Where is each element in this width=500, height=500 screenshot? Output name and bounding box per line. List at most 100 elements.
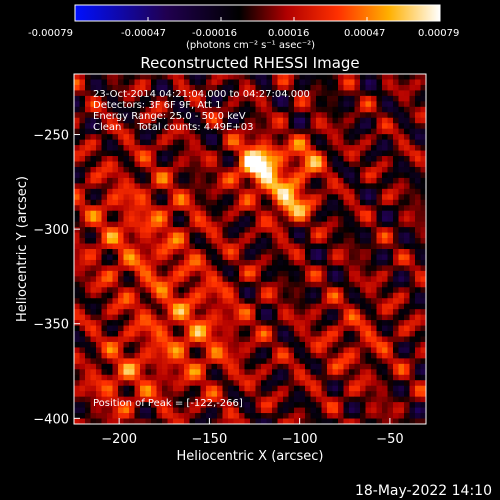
heatmap-cell (101, 210, 108, 217)
heatmap-cell (327, 380, 333, 387)
heatmap-cell (277, 396, 284, 403)
heatmap-cell (266, 216, 273, 223)
heatmap-cell (393, 331, 399, 337)
heatmap-cell (305, 374, 311, 381)
heatmap-cell (261, 347, 267, 354)
heatmap-cell (409, 150, 416, 157)
heatmap-cell (96, 238, 102, 244)
heatmap-cell (266, 95, 273, 102)
heatmap-cell (382, 385, 388, 392)
heatmap-cell (382, 79, 388, 86)
heatmap-cell (305, 298, 311, 305)
heatmap-cell (343, 117, 350, 124)
heatmap-cell (107, 298, 113, 305)
heatmap-cell (338, 358, 344, 365)
heatmap-cell (349, 309, 355, 316)
heatmap-cell (316, 385, 322, 392)
heatmap-cell (277, 369, 284, 376)
heatmap-cell (354, 402, 361, 408)
heatmap-cell (118, 309, 124, 316)
heatmap-cell (151, 243, 157, 250)
heatmap-cell (272, 238, 278, 244)
heatmap-cell (85, 374, 91, 381)
heatmap-cell (294, 106, 300, 113)
heatmap-cell (420, 188, 427, 195)
heatmap-cell (96, 385, 102, 392)
heatmap-cell (288, 292, 295, 299)
heatmap-cell (74, 413, 80, 419)
heatmap-cell (316, 150, 322, 157)
heatmap-cell (365, 134, 372, 141)
heatmap-cell (206, 254, 212, 261)
heatmap-cell (349, 139, 355, 146)
heatmap-cell (140, 396, 146, 403)
heatmap-cell (398, 139, 405, 146)
heatmap-cell (134, 254, 141, 261)
heatmap-cell (261, 243, 267, 250)
heatmap-cell (140, 84, 146, 91)
heatmap-cell (272, 418, 278, 425)
heatmap-cell (321, 418, 328, 425)
heatmap-cell (393, 150, 399, 157)
heatmap-cell (173, 134, 179, 141)
heatmap-cell (96, 128, 102, 135)
heatmap-cell (387, 128, 394, 135)
heatmap-cell (228, 259, 234, 266)
heatmap-cell (288, 232, 295, 239)
heatmap-cell (112, 320, 119, 326)
heatmap-cell (382, 101, 388, 108)
heatmap-cell (90, 74, 97, 80)
heatmap-cell (288, 134, 295, 141)
heatmap-cell (96, 183, 102, 190)
heatmap-cell (272, 396, 278, 403)
heatmap-cell (250, 254, 256, 261)
heatmap-cell (244, 418, 251, 425)
heatmap-cell (349, 325, 355, 332)
heatmap-cell (338, 101, 344, 108)
heatmap-cell (167, 396, 174, 403)
heatmap-cell (178, 363, 185, 370)
heatmap-cell (404, 172, 410, 179)
heatmap-cell (74, 254, 80, 261)
heatmap-cell (272, 90, 278, 97)
heatmap-cell (156, 95, 163, 102)
heatmap-cell (393, 276, 399, 283)
heatmap-cell (206, 101, 212, 108)
heatmap-cell (96, 402, 102, 408)
heatmap-cell (200, 243, 207, 250)
heatmap-cell (349, 74, 355, 80)
heatmap-cell (145, 270, 152, 277)
heatmap-cell (371, 117, 377, 124)
heatmap-cell (184, 134, 190, 141)
heatmap-cell (222, 298, 229, 305)
heatmap-cell (228, 221, 234, 228)
heatmap-cell (420, 79, 427, 86)
timestamp: 18-May-2022 14:10 (355, 483, 492, 499)
heatmap-cell (129, 101, 135, 108)
heatmap-cell (321, 309, 328, 316)
heatmap-cell (349, 145, 355, 151)
heatmap-cell (288, 117, 295, 124)
heatmap-cell (118, 287, 124, 294)
heatmap-cell (294, 418, 300, 425)
heatmap-cell (266, 407, 273, 414)
heatmap-cell (327, 298, 333, 305)
heatmap-cell (156, 221, 163, 228)
heatmap-cell (360, 259, 366, 266)
heatmap-cell (250, 249, 256, 255)
heatmap-cell (387, 227, 394, 233)
heatmap-cell (173, 172, 179, 179)
heatmap-cell (173, 205, 179, 212)
heatmap-cell (398, 331, 405, 337)
heatmap-cell (382, 358, 388, 365)
heatmap-cell (321, 276, 328, 283)
heatmap-cell (409, 374, 416, 381)
heatmap-cell (316, 259, 322, 266)
heatmap-cell (151, 74, 157, 80)
heatmap-cell (365, 352, 372, 359)
heatmap-cell (151, 210, 157, 217)
heatmap-cell (398, 74, 405, 80)
heatmap-cell (211, 188, 218, 195)
heatmap-cell (349, 205, 355, 212)
heatmap-cell (74, 380, 80, 387)
